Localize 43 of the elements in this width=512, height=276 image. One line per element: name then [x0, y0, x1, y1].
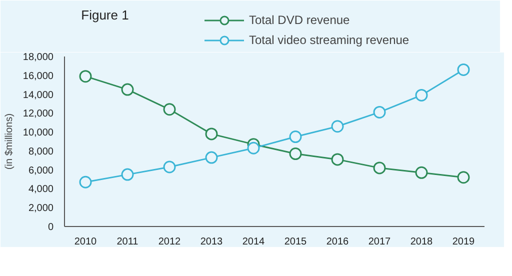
y-tick-label: 14,000 [22, 90, 54, 101]
point [79, 176, 92, 188]
x-tick-label: 2019 [452, 236, 476, 248]
x-tick-label: 2010 [74, 236, 98, 248]
point [373, 162, 386, 174]
legend-label: Total video streaming revenue [249, 33, 410, 47]
point [163, 103, 176, 116]
y-tick-label: 6,000 [28, 165, 54, 176]
y-axis-title: (in $millions) [4, 113, 15, 170]
point [205, 128, 218, 140]
point [415, 166, 428, 179]
point [79, 70, 92, 83]
point [331, 153, 344, 166]
x-tick-label: 2018 [410, 236, 434, 248]
point [121, 83, 134, 96]
y-tick-label: 2,000 [28, 203, 54, 214]
point [331, 120, 344, 133]
legend-label: Total DVD revenue [249, 13, 350, 27]
y-tick-label: 10,000 [22, 128, 54, 139]
y-tick-label: 4,000 [28, 184, 54, 196]
chart-title: Figure 1 [81, 8, 129, 23]
point [373, 106, 386, 118]
x-tick-label: 2017 [368, 236, 392, 248]
x-tick-label: 2014 [242, 236, 266, 248]
point [247, 142, 260, 154]
point [289, 148, 302, 160]
y-tick-label: 18,000 [22, 52, 54, 63]
point [163, 160, 176, 174]
x-tick-label: 2013 [200, 236, 224, 248]
point [289, 130, 302, 144]
x-tick-label: 2011 [116, 236, 139, 248]
point [121, 168, 134, 181]
point [457, 171, 470, 184]
y-tick-label: 8,000 [28, 146, 54, 158]
y-tick-label: 0 [48, 222, 54, 233]
point [205, 151, 218, 164]
point [457, 63, 470, 76]
x-tick-label: 2016 [326, 236, 350, 248]
x-tick-label: 2015 [284, 236, 308, 248]
point [415, 88, 428, 102]
y-tick-label: 12,000 [22, 108, 54, 120]
x-tick-label: 2012 [158, 236, 182, 248]
y-tick-label: 16,000 [22, 70, 54, 82]
